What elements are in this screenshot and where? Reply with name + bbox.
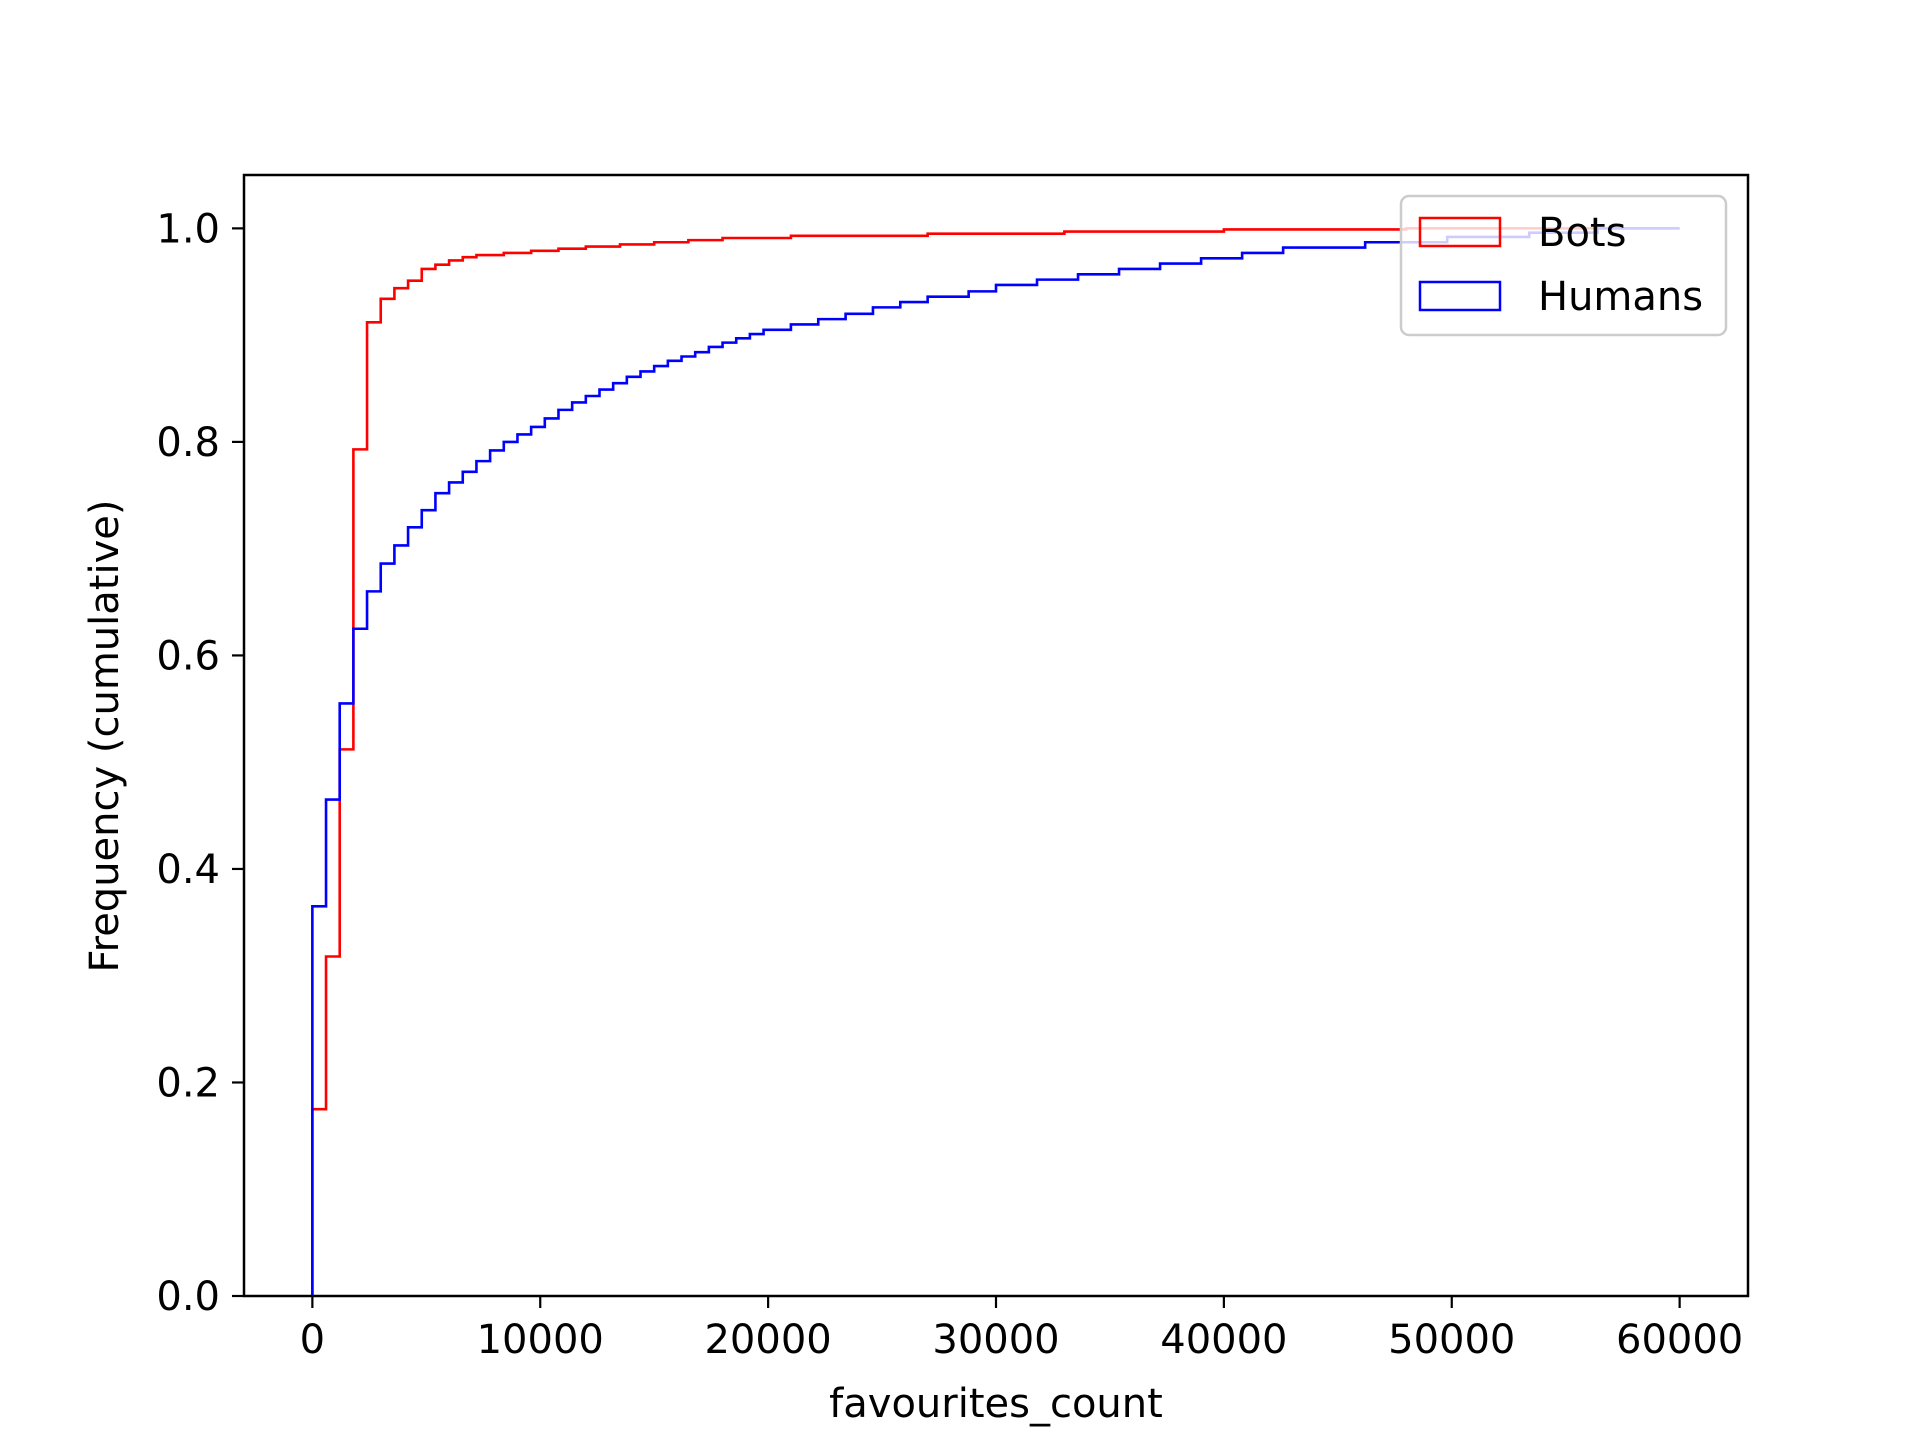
legend-swatch-bots (1418, 216, 1502, 248)
legend-box (1399, 194, 1728, 337)
x-tick-label: 40000 (1160, 1317, 1287, 1363)
x-tick-label: 30000 (932, 1317, 1059, 1363)
legend: Bots Humans (1399, 194, 1728, 337)
legend-label-bots: Bots (1538, 210, 1626, 256)
x-tick-label: 0 (300, 1317, 325, 1363)
y-tick-label: 0.4 (156, 847, 220, 893)
x-tick-label: 60000 (1616, 1317, 1743, 1363)
x-tick-label: 20000 (704, 1317, 831, 1363)
legend-label-humans: Humans (1538, 274, 1703, 320)
y-tick-label: 0.2 (156, 1060, 220, 1106)
y-tick-label: 1.0 (156, 206, 220, 252)
y-tick-label: 0.8 (156, 420, 220, 466)
series-layer (311, 227, 1680, 1296)
y-tick-label: 0.0 (156, 1274, 220, 1320)
x-axis-label: favourites_count (829, 1381, 1163, 1427)
y-tick-label: 0.6 (156, 633, 220, 679)
y-axis: 0.0 0.2 0.4 0.6 0.8 1.0 (156, 206, 244, 1320)
y-axis-label: Frequency (cumulative) (82, 500, 128, 973)
series-line-bots (311, 227, 1680, 1296)
plot-area (244, 175, 1748, 1296)
x-tick-label: 10000 (477, 1317, 604, 1363)
legend-swatch-humans (1418, 280, 1502, 312)
series-line-humans (311, 227, 1680, 1296)
x-axis: 0 10000 20000 30000 40000 50000 60000 (300, 1296, 1743, 1363)
x-tick-label: 50000 (1388, 1317, 1515, 1363)
